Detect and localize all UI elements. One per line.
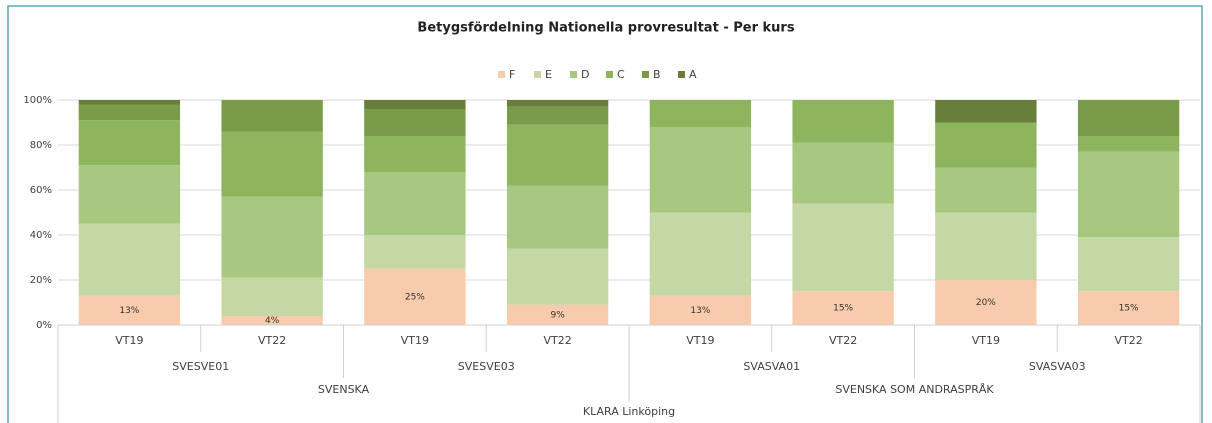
bar-segment: [364, 136, 466, 172]
bar-segment: [506, 106, 609, 125]
group-label: SVASVA01: [743, 360, 800, 373]
data-label: 25%: [405, 292, 425, 302]
data-label: 20%: [976, 298, 996, 308]
bar-segment: [935, 280, 1037, 325]
bar-segment: [364, 235, 466, 269]
chart-title: Betygsfördelning Nationella provresultat…: [417, 21, 794, 36]
bar-segment: [506, 185, 609, 249]
bar-segment: [506, 100, 609, 107]
legend-swatch: [642, 71, 649, 78]
legend-label: A: [689, 68, 697, 81]
x-tick-label: VT19: [401, 334, 429, 347]
data-label: 9%: [550, 310, 565, 320]
x-tick-label: VT19: [972, 334, 1000, 347]
bar-segment: [221, 277, 323, 316]
supergroup-label: SVENSKA SOM ANDRASPRÅK: [835, 383, 994, 396]
bar-segment: [78, 223, 181, 296]
y-tick-label: 80%: [30, 140, 52, 151]
bar-segment: [792, 203, 894, 292]
x-tick-label: VT19: [686, 334, 714, 347]
legend-label: D: [581, 68, 589, 81]
y-tick-label: 60%: [30, 185, 52, 196]
y-tick-label: 0%: [36, 320, 52, 331]
bar-segment: [364, 268, 466, 325]
x-tick-label: VT22: [258, 334, 286, 347]
data-label: 15%: [833, 304, 853, 314]
bar-segment: [364, 172, 466, 235]
bar-segment: [364, 100, 466, 109]
bar-segment: [1077, 151, 1180, 238]
bar-segment: [649, 212, 752, 296]
x-tick-label: VT22: [544, 334, 572, 347]
y-tick-label: 100%: [23, 95, 52, 106]
bar-segment: [792, 291, 894, 325]
group-label: SVASVA03: [1029, 360, 1086, 373]
group-label: SVESVE03: [458, 360, 515, 373]
legend-label: C: [617, 68, 625, 81]
legend-swatch: [498, 71, 505, 78]
x-tick-label: VT22: [1115, 334, 1143, 347]
data-label: 15%: [1119, 304, 1139, 314]
bar-segment: [1077, 291, 1180, 325]
legend-label: F: [509, 68, 515, 81]
x-tick-label: VT19: [115, 334, 143, 347]
legend-label: E: [545, 68, 552, 81]
bar-segment: [506, 304, 609, 325]
bar-segment: [649, 100, 752, 127]
bar-segment: [364, 109, 466, 136]
bar-segment: [78, 104, 181, 121]
legend-swatch: [534, 71, 541, 78]
bar-segment: [221, 100, 323, 132]
y-tick-label: 40%: [30, 230, 52, 241]
bar-segment: [506, 124, 609, 186]
bar-segment: [78, 100, 181, 105]
supergroup-label: SVENSKA: [318, 383, 370, 396]
bar-segment: [78, 295, 181, 325]
data-label: 4%: [265, 316, 280, 326]
bar-segment: [792, 142, 894, 204]
legend-swatch: [606, 71, 613, 78]
bar-segment: [935, 100, 1037, 123]
bar-segment: [78, 120, 181, 166]
root-label: KLARA Linköping: [583, 405, 675, 418]
bar-segment: [649, 295, 752, 325]
bar-segment: [221, 316, 323, 325]
x-tick-label: VT22: [829, 334, 857, 347]
bar-segment: [221, 196, 323, 278]
bar-segment: [935, 167, 1037, 213]
data-label: 13%: [119, 306, 139, 316]
bar-segment: [1077, 237, 1180, 292]
bar-segment: [935, 122, 1037, 168]
bar-segment: [78, 165, 181, 224]
bar-segment: [935, 212, 1037, 280]
bar-segment: [1077, 100, 1180, 136]
legend-swatch: [678, 71, 685, 78]
data-label: 13%: [690, 306, 710, 316]
y-tick-label: 20%: [30, 275, 52, 286]
bar-segment: [1077, 136, 1180, 152]
group-label: SVESVE01: [172, 360, 229, 373]
bar-segment: [221, 131, 323, 197]
bar-segment: [792, 100, 894, 143]
legend-swatch: [570, 71, 577, 78]
bar-segment: [506, 248, 609, 305]
bar-segment: [649, 127, 752, 213]
legend-label: B: [653, 68, 661, 81]
